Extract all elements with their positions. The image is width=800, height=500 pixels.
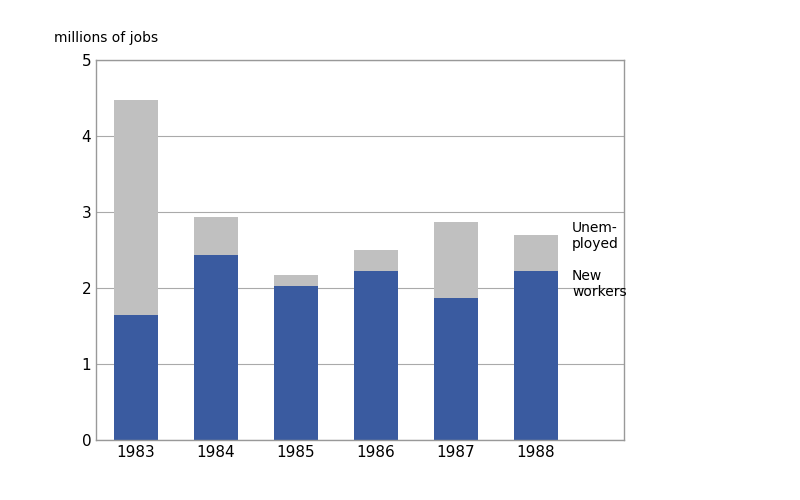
Text: Unem-
ployed: Unem- ployed [572, 221, 619, 252]
Bar [354, 272, 398, 440]
Bar [514, 272, 558, 440]
Bar [114, 314, 158, 440]
Bar [194, 256, 238, 440]
Bar [274, 275, 318, 286]
Text: millions of jobs: millions of jobs [54, 31, 158, 45]
Bar [434, 222, 478, 298]
Text: New
workers: New workers [572, 269, 626, 300]
Bar [114, 100, 158, 314]
Bar [514, 235, 558, 272]
Bar [434, 298, 478, 440]
Bar [194, 218, 238, 256]
Bar [354, 250, 398, 272]
Bar [274, 286, 318, 440]
